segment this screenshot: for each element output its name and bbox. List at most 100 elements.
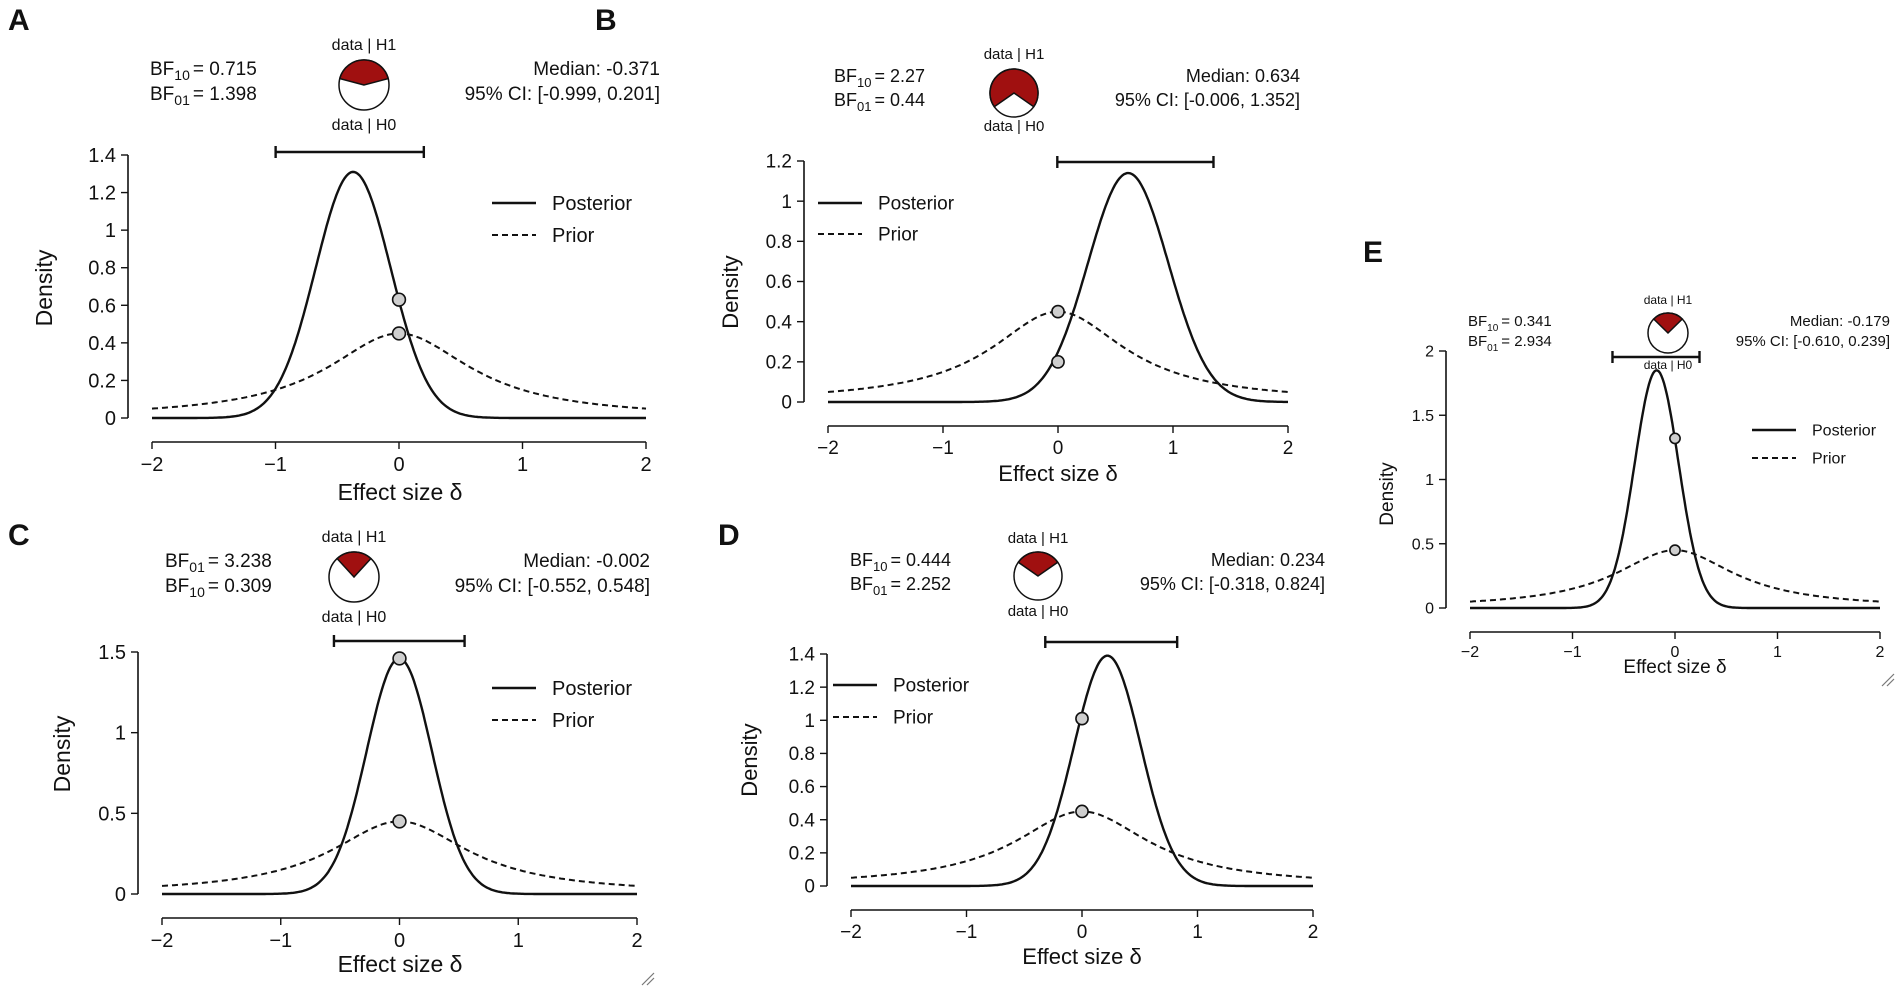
- y-axis-label: Density: [737, 723, 762, 796]
- bf-top-value: = 0.341: [1501, 313, 1551, 330]
- posterior-curve: [1470, 369, 1880, 610]
- prior-at-zero-point: [1051, 304, 1065, 319]
- legend-posterior-label: Posterior: [552, 678, 632, 700]
- x-axis-label: Effect size δ: [338, 479, 463, 505]
- resize-grip-line: [646, 977, 655, 986]
- x-tick-label: −2: [141, 454, 164, 476]
- prior-curve: [161, 820, 638, 887]
- x-tick-label: 1: [517, 454, 528, 476]
- bf-bottom-subscript: 01: [873, 583, 887, 598]
- posterior-at-zero-point: [391, 292, 407, 307]
- resize-grip-line: [641, 972, 655, 986]
- x-tick-label: 1: [513, 930, 524, 952]
- bf-top-subscript: 10: [1487, 323, 1499, 334]
- resize-grip-line: [1886, 678, 1895, 687]
- x-tick-label: 1: [1773, 644, 1782, 661]
- bf-top-label: BF01 = 3.238: [165, 551, 272, 575]
- pie-h1-label: data | H1: [332, 37, 397, 54]
- bf-bottom-label: BF01 = 2.934: [1468, 333, 1552, 354]
- posterior-at-zero-point: [1075, 711, 1089, 726]
- y-tick-label: 0.6: [88, 295, 116, 317]
- y-tick-label: 0.2: [88, 370, 116, 392]
- prior-at-zero-point: [391, 326, 407, 341]
- y-tick-label: 0.8: [766, 232, 792, 253]
- x-tick-label: 2: [631, 930, 642, 952]
- bf-bottom-subscript: 01: [1487, 343, 1499, 354]
- y-tick-label: 0.4: [88, 333, 116, 355]
- x-tick-label: −2: [817, 438, 839, 459]
- median-label: Median: 0.634: [1186, 66, 1300, 86]
- y-tick-label: 0: [781, 393, 792, 414]
- bf-top-label: BF10 = 0.715: [150, 59, 257, 83]
- y-tick-label: 0.5: [1412, 536, 1434, 553]
- pie-h0-label: data | H0: [332, 117, 397, 134]
- legend-posterior-label: Posterior: [1812, 423, 1877, 440]
- y-tick-label: 1.2: [88, 183, 116, 205]
- y-axis-label: Density: [718, 255, 743, 328]
- bf-top-label: BF10 = 2.27: [834, 66, 925, 90]
- x-tick-label: 2: [1308, 922, 1319, 943]
- x-tick-label: 2: [1876, 644, 1885, 661]
- bf-bottom-symbol: BF: [150, 84, 174, 105]
- pie-h0-label: data | H0: [1644, 358, 1693, 372]
- pie-h1-label: data | H1: [1644, 293, 1693, 307]
- prior-at-zero-point: [1075, 804, 1089, 819]
- posterior-at-zero-point: [1051, 354, 1065, 369]
- bf-top-value: = 3.238: [208, 551, 272, 572]
- median-label: Median: 0.234: [1211, 550, 1325, 570]
- y-tick-label: 1.5: [98, 642, 126, 664]
- prior-curve: [1469, 549, 1881, 603]
- ci-label: 95% CI: [-0.318, 0.824]: [1140, 574, 1325, 594]
- pie-h1-slice: [989, 68, 1039, 108]
- legend-prior-label: Prior: [552, 710, 595, 732]
- bf-top-subscript: 01: [189, 559, 205, 575]
- y-tick-label: 1: [1425, 472, 1434, 489]
- prior-at-zero-point: [1669, 544, 1681, 557]
- bf-top-symbol: BF: [1468, 313, 1487, 330]
- y-tick-label: 1.5: [1412, 408, 1434, 425]
- bf-top-value: = 0.444: [890, 550, 951, 570]
- ci-label: 95% CI: [-0.610, 0.239]: [1736, 333, 1890, 350]
- posterior-curve: [828, 171, 1288, 404]
- x-tick-label: 2: [640, 454, 651, 476]
- pie-h0-label: data | H0: [1008, 603, 1069, 620]
- median-label: Median: -0.179: [1790, 313, 1890, 330]
- x-axis-label: Effect size δ: [338, 951, 463, 977]
- ci-label: 95% CI: [-0.006, 1.352]: [1115, 90, 1300, 110]
- x-tick-label: 0: [1077, 922, 1088, 943]
- prior-curve: [151, 332, 647, 410]
- x-axis-label: Effect size δ: [1022, 944, 1141, 969]
- y-axis-label: Density: [31, 249, 57, 326]
- bf-bottom-subscript: 01: [857, 99, 871, 114]
- resize-grip-line: [1881, 673, 1895, 687]
- bf-bottom-subscript: 10: [189, 584, 205, 600]
- x-axis-label: Effect size δ: [1623, 657, 1726, 678]
- median-label: Median: -0.002: [523, 551, 650, 572]
- x-tick-label: 0: [1671, 644, 1680, 661]
- x-tick-label: −1: [269, 930, 292, 952]
- ci-label: 95% CI: [-0.552, 0.548]: [455, 576, 650, 597]
- bf-top-value: = 0.715: [193, 59, 257, 80]
- ci-label: 95% CI: [-0.999, 0.201]: [465, 84, 660, 105]
- x-tick-label: 1: [1168, 438, 1179, 459]
- y-tick-label: 1: [781, 192, 792, 213]
- pie-h1-slice: [336, 551, 372, 579]
- median-label: Median: -0.371: [533, 59, 660, 80]
- panel-letter: A: [8, 4, 30, 37]
- y-tick-label: 0.4: [789, 810, 816, 831]
- bf-top-value: = 2.27: [874, 66, 925, 86]
- bf-bottom-value: = 0.309: [208, 576, 272, 597]
- y-tick-label: 1.2: [789, 678, 815, 699]
- x-axis-label: Effect size δ: [998, 461, 1117, 486]
- bf-top-subscript: 10: [873, 559, 887, 574]
- bf-bottom-label: BF01 = 1.398: [150, 84, 257, 108]
- bf-bottom-label: BF01 = 0.44: [834, 90, 925, 114]
- y-tick-label: 0: [115, 884, 126, 906]
- bf-bottom-subscript: 01: [174, 92, 190, 108]
- bf-top-symbol: BF: [834, 66, 857, 86]
- x-tick-label: 0: [393, 454, 404, 476]
